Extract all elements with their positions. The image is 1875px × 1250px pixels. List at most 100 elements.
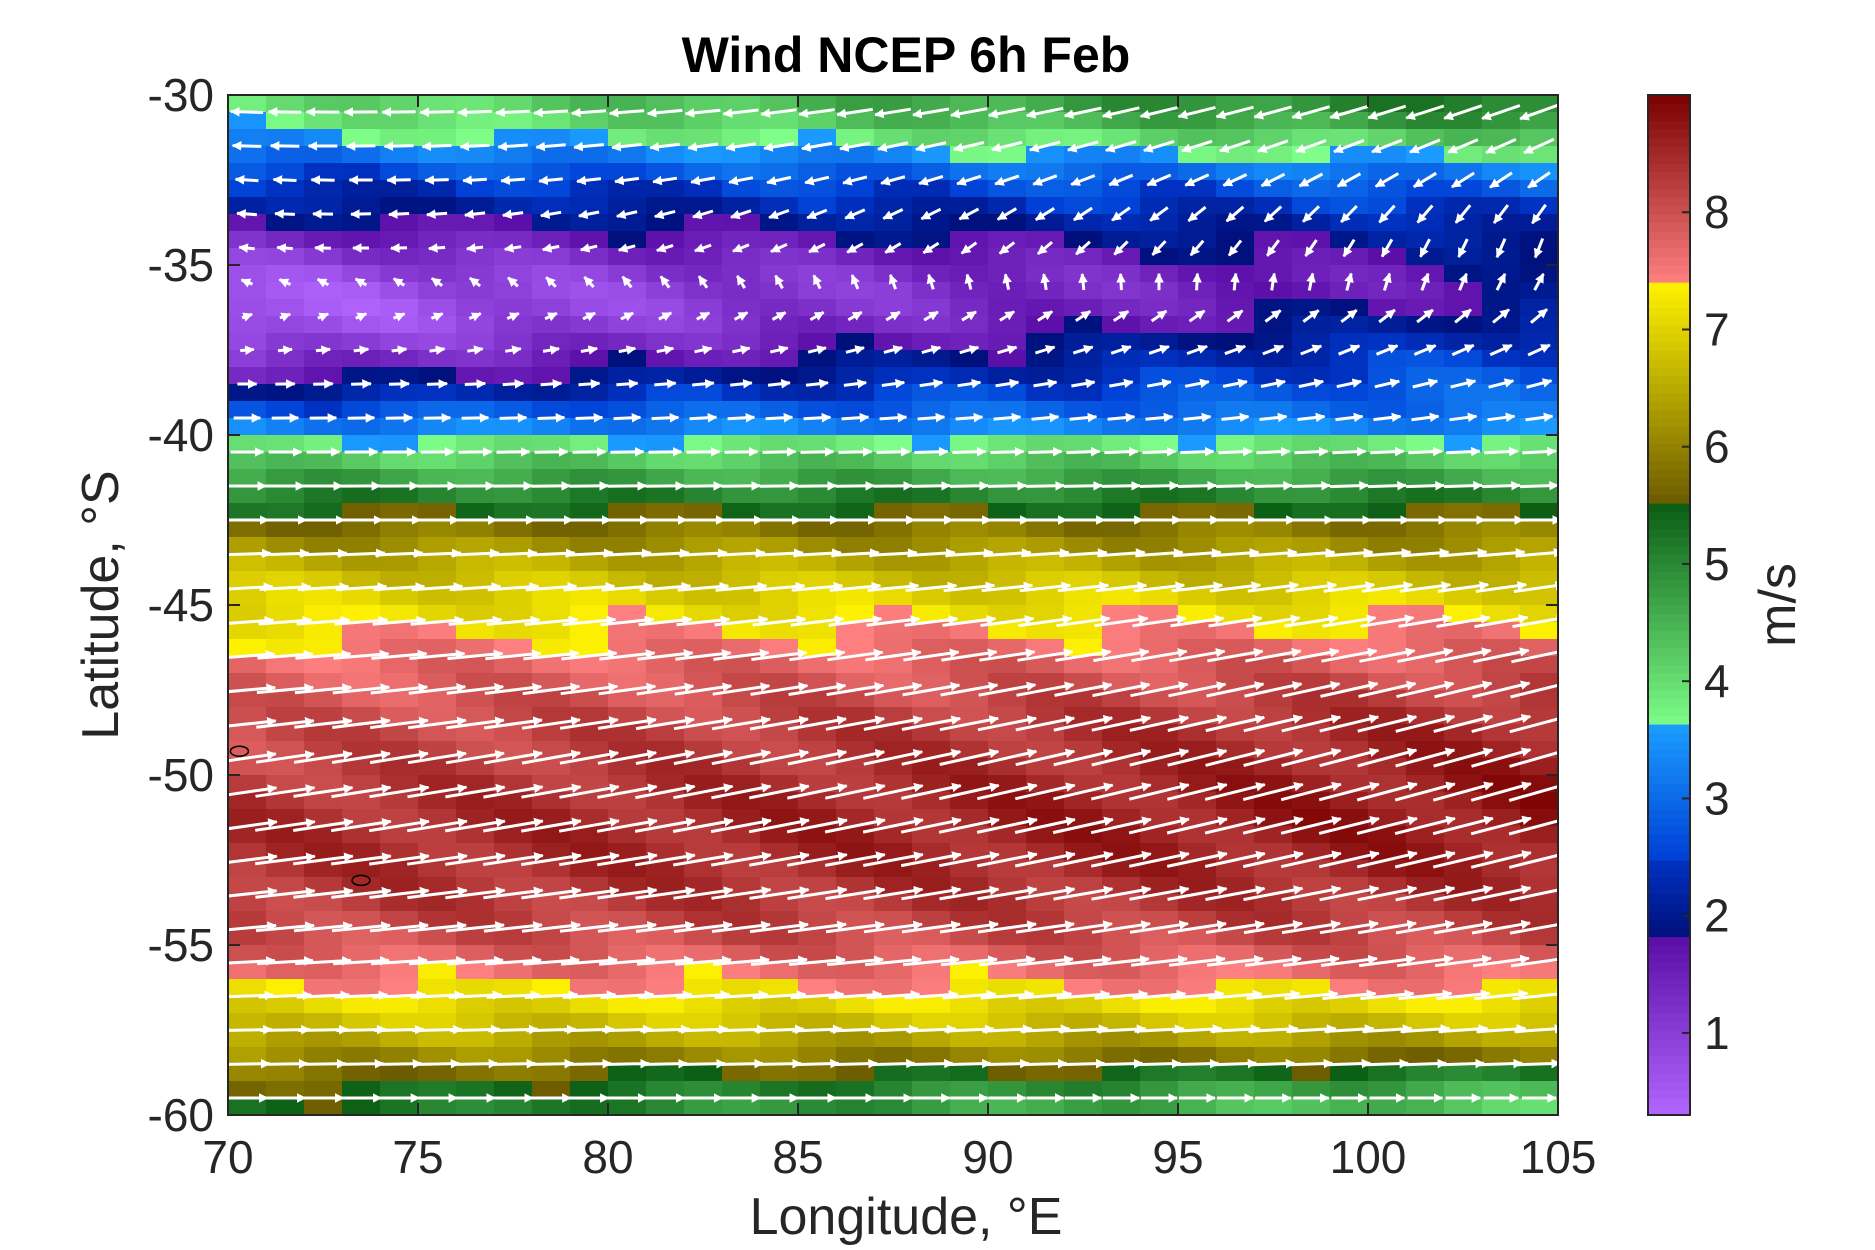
heatmap-cell: [836, 1081, 875, 1099]
wind-arrow: [648, 447, 683, 457]
heatmap-cell: [380, 112, 419, 130]
heatmap-cell: [1368, 282, 1407, 300]
heatmap-cell: [456, 214, 495, 232]
heatmap-cell: [1482, 537, 1521, 555]
heatmap-cell: [342, 1098, 381, 1115]
heatmap-cell: [494, 231, 533, 249]
wind-arrow: [911, 480, 951, 491]
heatmap-cell: [1140, 350, 1179, 368]
heatmap-cell: [874, 265, 913, 283]
heatmap-cell: [570, 605, 609, 623]
heatmap-cell: [1178, 214, 1217, 232]
heatmap-cell: [1216, 146, 1255, 164]
heatmap-cell: [798, 1064, 837, 1082]
colorbar-swatch: [1648, 605, 1690, 615]
heatmap-cell: [608, 435, 647, 453]
heatmap-cell: [570, 350, 609, 368]
heatmap-cell: [456, 435, 495, 453]
colorbar-swatch: [1648, 936, 1690, 946]
heatmap-cell: [874, 316, 913, 334]
heatmap-cell: [266, 1081, 305, 1099]
wind-arrow: [651, 412, 680, 423]
heatmap-cell: [1406, 486, 1445, 504]
heatmap-cell: [684, 299, 723, 317]
heatmap-cell: [532, 163, 571, 181]
heatmap-cell: [1520, 418, 1558, 436]
heatmap-cell: [380, 622, 419, 640]
heatmap-cell: [988, 231, 1027, 249]
heatmap-cell: [1064, 299, 1103, 317]
heatmap-cell: [532, 639, 571, 657]
y-tick-label: -35: [148, 239, 214, 291]
heatmap-cell: [1254, 656, 1293, 674]
heatmap-cell: [342, 1013, 381, 1031]
heatmap-cell: [1064, 1081, 1103, 1099]
heatmap-cell: [1178, 299, 1217, 317]
wind-arrow: [1330, 480, 1369, 491]
heatmap-cell: [1140, 299, 1179, 317]
heatmap-cell: [304, 282, 343, 300]
heatmap-cell: [1216, 1098, 1255, 1115]
heatmap-cell: [1102, 316, 1141, 334]
heatmap-cell: [1102, 1047, 1141, 1065]
heatmap-cell: [874, 758, 913, 776]
heatmap-cell: [1064, 248, 1103, 266]
heatmap-cell: [1444, 486, 1483, 504]
heatmap-cell: [456, 163, 495, 181]
heatmap-cell: [342, 367, 381, 385]
heatmap-cell: [266, 1013, 305, 1031]
heatmap-cell: [836, 282, 875, 300]
heatmap-cell: [1330, 605, 1369, 623]
wind-arrow: [1292, 480, 1331, 491]
heatmap-cell: [836, 622, 875, 640]
heatmap-cell: [1368, 401, 1407, 419]
wind-arrow: [426, 379, 449, 389]
heatmap-cell: [684, 282, 723, 300]
heatmap-cell: [988, 384, 1027, 402]
heatmap-cell: [228, 316, 267, 334]
heatmap-cell: [532, 367, 571, 385]
heatmap-cell: [722, 1030, 761, 1048]
heatmap-cell: [304, 690, 343, 708]
heatmap-cell: [1216, 248, 1255, 266]
heatmap-cell: [988, 367, 1027, 385]
heatmap-cell: [1330, 1081, 1369, 1099]
heatmap-cell: [266, 367, 305, 385]
heatmap-cell: [228, 384, 267, 402]
heatmap-cell: [912, 248, 951, 266]
heatmap-cell: [1444, 826, 1483, 844]
colorbar-tick-label: 3: [1704, 772, 1730, 824]
heatmap-cell: [456, 520, 495, 538]
heatmap-cell: [1064, 571, 1103, 589]
heatmap-cell: [228, 1047, 267, 1065]
colorbar-swatch: [1648, 698, 1690, 708]
heatmap-cell: [608, 588, 647, 606]
heatmap-cell: [1178, 350, 1217, 368]
heatmap-cell: [1368, 214, 1407, 232]
heatmap-cell: [266, 520, 305, 538]
wind-arrow: [1192, 272, 1202, 291]
heatmap-cell: [798, 214, 837, 232]
heatmap-cell: [380, 316, 419, 334]
heatmap-cell: [532, 197, 571, 215]
heatmap-cell: [874, 1098, 913, 1115]
heatmap-cell: [1406, 588, 1445, 606]
heatmap-cell: [1330, 197, 1369, 215]
wind-arrow: [1408, 446, 1443, 457]
heatmap-cell: [228, 282, 267, 300]
heatmap-cell: [342, 282, 381, 300]
heatmap-cell: [494, 452, 533, 470]
heatmap-cell: [950, 231, 989, 249]
heatmap-cell: [1520, 520, 1558, 538]
heatmap-cell: [950, 758, 989, 776]
y-tick-label: -30: [148, 69, 214, 121]
heatmap-cell: [1330, 95, 1369, 113]
heatmap-cell: [684, 1081, 723, 1099]
heatmap-cell: [304, 537, 343, 555]
heatmap-cell: [570, 316, 609, 334]
heatmap-cell: [1178, 656, 1217, 674]
heatmap-cell: [304, 367, 343, 385]
heatmap-cell: [1330, 418, 1369, 436]
heatmap-cell: [608, 605, 647, 623]
heatmap-cell: [874, 605, 913, 623]
